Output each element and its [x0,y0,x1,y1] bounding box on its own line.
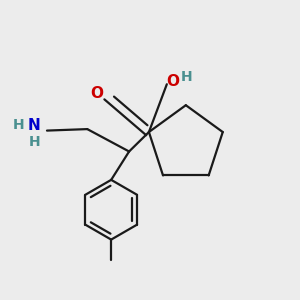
Text: H: H [28,135,40,149]
Text: O: O [166,74,179,89]
Text: H: H [13,118,24,132]
Text: H: H [180,70,192,84]
Text: N: N [28,118,41,133]
Text: O: O [90,86,103,101]
